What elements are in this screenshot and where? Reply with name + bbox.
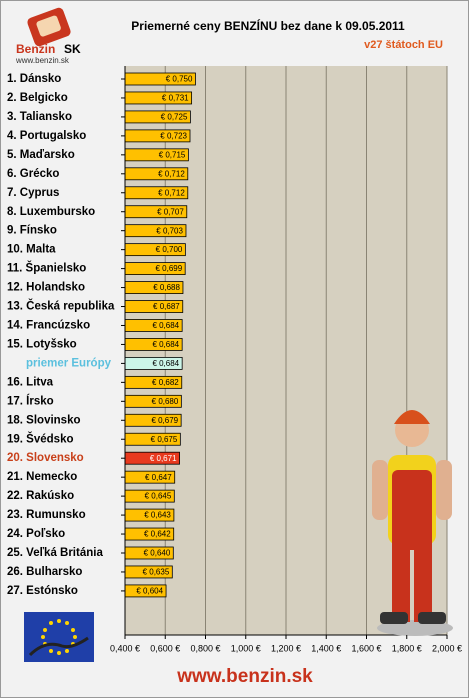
value-label: € 0,703 [156,226,183,235]
value-label: € 0,725 [161,113,188,122]
logo-name: Benzin [16,42,55,56]
y-tick-label: 23. Rumunsko [7,509,86,521]
x-tick-label: 1,600 € [351,643,381,653]
mascot [372,410,453,636]
value-label: € 0,699 [155,264,182,273]
value-label: € 0,671 [150,454,177,463]
y-tick-label: 15. Lotyšsko [7,338,77,350]
value-label: € 0,680 [152,397,179,406]
logo-url: www.benzin.sk [15,56,70,65]
value-label: € 0,715 [159,150,186,159]
y-tick-label: 12. Holandsko [7,282,85,294]
y-tick-label: 4. Portugalsko [7,130,86,142]
value-label: € 0,684 [152,340,179,349]
value-label: € 0,604 [136,587,163,596]
y-tick-label: 16. Litva [7,376,54,388]
value-label: € 0,640 [144,549,171,558]
y-tick-label: 17. Írsko [7,394,54,407]
y-tick-label: 22. Rakúsko [7,490,74,502]
value-label: € 0,712 [158,169,185,178]
y-tick-label: 8. Luxembursko [7,206,95,218]
value-label: € 0,675 [151,435,178,444]
x-tick-label: 0,800 € [190,643,220,653]
value-label: € 0,645 [145,492,172,501]
value-label: € 0,687 [153,302,180,311]
value-label: € 0,707 [157,207,184,216]
y-tick-label: 6. Grécko [7,168,59,180]
value-label: € 0,700 [156,245,183,254]
value-label: € 0,684 [152,321,179,330]
y-tick-label: 11. Španielsko [7,262,86,275]
y-tick-label: 25. Veľká Británia [7,547,103,559]
y-tick-label: 27. Estónsko [7,585,78,597]
eu-flag [24,612,94,662]
value-label: € 0,731 [162,94,189,103]
y-tick-label: priemer Európy [26,357,112,369]
value-label: € 0,688 [153,283,180,292]
value-label: € 0,643 [144,511,171,520]
x-tick-label: 0,400 € [110,643,140,653]
y-tick-label: 24. Poľsko [7,528,65,540]
bars: € 0,750 € 0,731 € 0,725 € 0,723 € 0,715 € 0,7… [124,72,196,598]
value-label: € 0,723 [160,131,187,140]
y-tick-label: 5. Maďarsko [7,149,75,161]
footer-url: www.benzin.sk [176,666,313,687]
y-tick-label: 19. Švédsko [7,432,73,445]
value-label: € 0,679 [151,416,178,425]
y-tick-label: 20. Slovensko [7,452,84,464]
value-label: € 0,682 [152,378,179,387]
value-label: € 0,712 [158,188,185,197]
y-tick-label: 13. Česká republika [7,300,115,313]
logo: Benzin SK www.benzin.sk [15,7,81,65]
x-tick-label: 0,600 € [150,643,180,653]
chart-title: Priemerné ceny BENZÍNU bez dane k 09.05.… [131,18,405,33]
y-tick-label: 7. Cyprus [7,187,59,199]
x-tick-label: 1,000 € [231,643,261,653]
chart-subtitle: v27 štátoch EU [364,39,443,51]
y-tick-label: 1. Dánsko [7,73,61,85]
value-label: € 0,647 [145,473,172,482]
x-tick-label: 1,400 € [311,643,341,653]
y-tick-label: 10. Malta [7,244,56,256]
y-tick-label: 9. Fínsko [7,225,57,237]
y-tick-label: 2. Belgicko [7,92,68,104]
x-tick-label: 1,800 € [392,643,422,653]
y-tick-label: 14. Francúzsko [7,320,90,332]
y-tick-label: 26. Bulharsko [7,566,82,578]
x-tick-label: 1,200 € [271,643,301,653]
x-tick-label: 2,000 € [432,643,462,653]
value-label: € 0,635 [143,568,170,577]
y-tick-label: 3. Taliansko [7,111,72,123]
value-label: € 0,642 [144,530,171,539]
value-label: € 0,750 [166,75,193,84]
logo-suffix: SK [64,42,81,56]
value-label: € 0,684 [152,359,179,368]
y-tick-label: 18. Slovinsko [7,414,81,426]
y-tick-label: 21. Nemecko [7,471,77,483]
